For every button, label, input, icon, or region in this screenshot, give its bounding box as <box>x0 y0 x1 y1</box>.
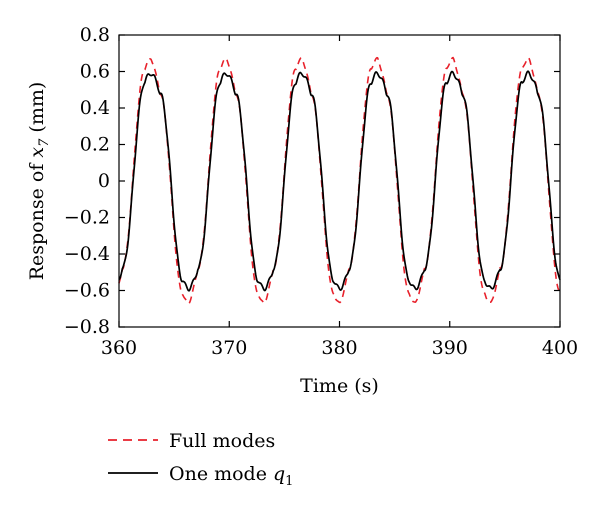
y-axis-label-prefix: Response of <box>26 158 48 281</box>
y-tick-label: −0.4 <box>64 243 110 265</box>
legend-label-full-modes: Full modes <box>169 430 275 452</box>
y-tick-label: 0.8 <box>80 24 110 46</box>
y-axis-label-sub: 7 <box>37 138 52 147</box>
series-line-one-mode <box>118 70 561 292</box>
x-tick-label: 370 <box>211 337 247 359</box>
y-tick-label: −0.8 <box>64 316 110 338</box>
ticks-layer: 360 370 380 390 400 0.8 0.6 0.4 0.2 0 −0.2 −0.4 −0.6… <box>64 24 578 359</box>
x-tick-label: 360 <box>101 337 137 359</box>
y-tick-label: 0.6 <box>80 61 110 83</box>
y-axis-label: Response of x7 (mm) <box>26 82 52 281</box>
y-tick-label: −0.2 <box>64 207 110 229</box>
y-tick-label: 0.4 <box>80 97 110 119</box>
x-tick-label: 390 <box>432 337 468 359</box>
x-tick-label: 380 <box>321 337 357 359</box>
x-tick-label: 400 <box>542 337 578 359</box>
y-axis-label-var: x <box>26 147 48 158</box>
y-axis-label-suffix: (mm) <box>26 82 48 139</box>
series-layer <box>118 56 561 305</box>
y-tick-label: 0.2 <box>80 134 110 156</box>
series-line-full-modes <box>118 56 561 305</box>
x-axis-label: Time (s) <box>300 375 379 397</box>
legend-label-one-mode: One mode q1 <box>169 463 293 489</box>
y-tick-label: −0.6 <box>64 280 110 302</box>
legend: Full modes One mode q1 <box>108 430 293 489</box>
y-tick-label: 0 <box>98 170 110 192</box>
